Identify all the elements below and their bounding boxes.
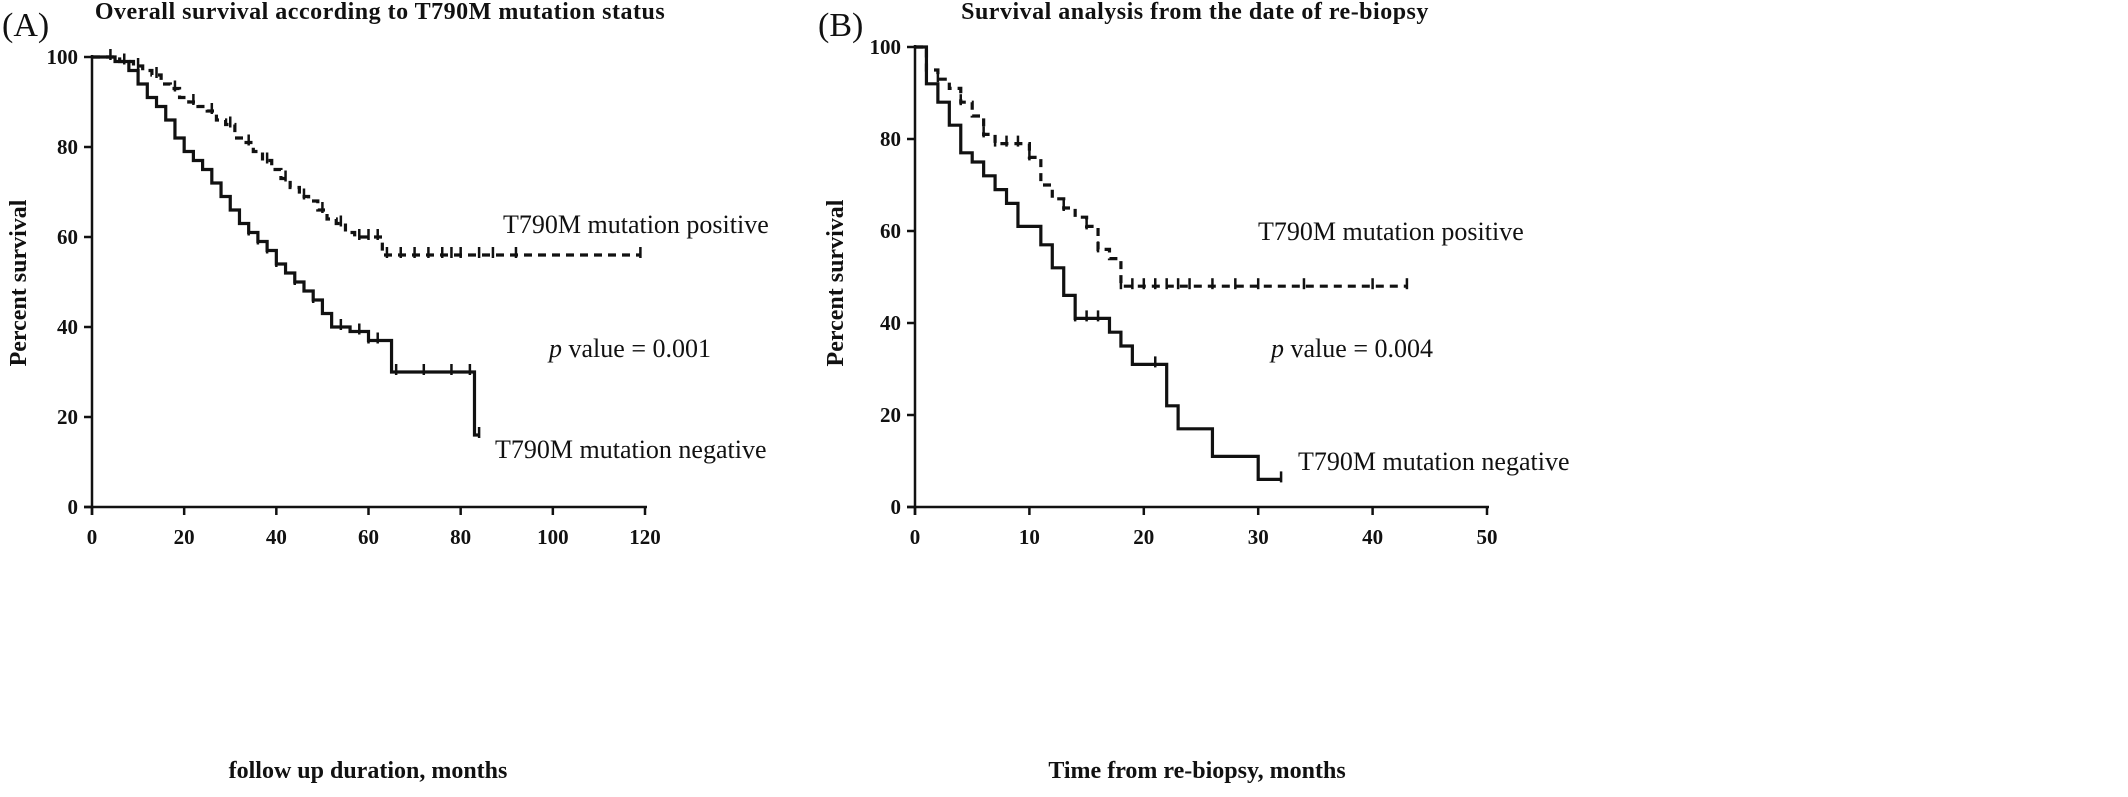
series-positive: T790M mutation positive bbox=[915, 45, 1524, 290]
p-value-text: value = 0.001 bbox=[562, 334, 711, 363]
y-tick-label: 100 bbox=[870, 35, 902, 59]
x-tick-label: 20 bbox=[1133, 525, 1154, 549]
y-tick-label: 20 bbox=[880, 403, 901, 427]
x-tick-label: 0 bbox=[910, 525, 921, 549]
series-label: T790M mutation positive bbox=[503, 210, 769, 239]
p-symbol: p bbox=[1269, 334, 1284, 363]
axes bbox=[907, 45, 1489, 515]
p-value-annotation: p value = 0.004 bbox=[1269, 334, 1433, 363]
x-axis-title: Time from re-biopsy, months bbox=[1048, 758, 1345, 784]
y-tick-label: 100 bbox=[47, 45, 79, 69]
panel-label: (B) bbox=[818, 7, 863, 44]
x-tick-label: 10 bbox=[1019, 525, 1040, 549]
series-negative: T790M mutation negative bbox=[92, 55, 767, 464]
series-label: T790M mutation positive bbox=[1258, 217, 1524, 246]
series-label: T790M mutation negative bbox=[1298, 447, 1570, 476]
x-tick-label: 80 bbox=[450, 525, 471, 549]
y-tick-label: 20 bbox=[57, 405, 78, 429]
p-value-annotation: p value = 0.001 bbox=[547, 334, 711, 363]
survival-curve bbox=[92, 55, 480, 437]
survival-curve bbox=[915, 45, 1407, 288]
x-axis-title: follow up duration, months bbox=[229, 758, 508, 784]
y-tick-label: 80 bbox=[57, 135, 78, 159]
y-tick-label: 0 bbox=[68, 495, 79, 519]
x-tick-label: 30 bbox=[1248, 525, 1269, 549]
panel-a: (A) Overall survival according to T790M m… bbox=[2, 0, 769, 784]
survival-curve bbox=[915, 45, 1282, 481]
y-tick-label: 60 bbox=[57, 225, 78, 249]
x-tick-label: 60 bbox=[358, 525, 379, 549]
y-axis-title: Percent survival bbox=[823, 199, 849, 366]
x-tick-label: 120 bbox=[629, 525, 661, 549]
panel-label: (A) bbox=[2, 7, 49, 44]
series-negative: T790M mutation negative bbox=[915, 45, 1570, 483]
x-tick-label: 20 bbox=[174, 525, 195, 549]
chart-title: Survival analysis from the date of re-bi… bbox=[961, 0, 1429, 25]
x-tick-label: 100 bbox=[537, 525, 569, 549]
panel-b: (B) Survival analysis from the date of re… bbox=[818, 0, 1570, 784]
x-tick-label: 50 bbox=[1477, 525, 1498, 549]
survival-curve bbox=[92, 55, 641, 257]
p-value-text: value = 0.004 bbox=[1284, 334, 1433, 363]
chart-title: Overall survival according to T790M muta… bbox=[95, 0, 665, 25]
x-tick-label: 0 bbox=[87, 525, 98, 549]
x-tick-label: 40 bbox=[266, 525, 287, 549]
x-tick-label: 40 bbox=[1362, 525, 1383, 549]
y-axis-title: Percent survival bbox=[6, 199, 32, 366]
y-tick-label: 0 bbox=[891, 495, 902, 519]
y-tick-label: 40 bbox=[880, 311, 901, 335]
series-positive: T790M mutation positive bbox=[92, 49, 769, 258]
y-tick-label: 60 bbox=[880, 219, 901, 243]
p-symbol: p bbox=[547, 334, 562, 363]
y-tick-label: 40 bbox=[57, 315, 78, 339]
y-tick-label: 80 bbox=[880, 127, 901, 151]
series-label: T790M mutation negative bbox=[495, 435, 767, 464]
